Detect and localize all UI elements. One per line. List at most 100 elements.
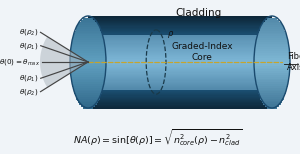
Bar: [88, 92, 272, 94]
Text: Fiber
Axis: Fiber Axis: [287, 52, 300, 72]
Bar: [88, 95, 272, 97]
Bar: [257, 36, 287, 39]
Bar: [254, 73, 290, 76]
Bar: [88, 91, 272, 93]
Bar: [70, 67, 106, 70]
Bar: [88, 71, 272, 73]
Bar: [254, 51, 290, 54]
Bar: [71, 75, 105, 77]
Bar: [88, 102, 272, 104]
Bar: [88, 22, 272, 24]
Bar: [88, 28, 272, 29]
Bar: [256, 84, 288, 87]
Bar: [70, 73, 106, 76]
Bar: [88, 67, 272, 69]
Bar: [88, 28, 272, 29]
Bar: [88, 43, 272, 44]
Bar: [88, 23, 272, 25]
Bar: [88, 52, 272, 54]
Bar: [255, 79, 289, 81]
Bar: [76, 95, 100, 98]
Bar: [78, 23, 98, 26]
Bar: [76, 97, 100, 100]
Bar: [88, 99, 272, 101]
Bar: [254, 60, 290, 63]
Bar: [260, 29, 284, 32]
Bar: [88, 85, 272, 87]
Bar: [255, 77, 289, 79]
Bar: [75, 31, 101, 33]
Bar: [88, 77, 272, 79]
Bar: [76, 29, 100, 32]
Bar: [88, 80, 272, 82]
Bar: [73, 38, 103, 41]
Bar: [80, 22, 97, 24]
Bar: [88, 103, 272, 105]
Bar: [71, 45, 105, 48]
Bar: [256, 40, 288, 43]
Bar: [262, 23, 282, 26]
Bar: [88, 82, 272, 83]
Bar: [73, 86, 103, 89]
Text: $\theta(\rho_1)$: $\theta(\rho_1)$: [19, 41, 39, 51]
Bar: [88, 72, 272, 74]
Bar: [88, 92, 272, 94]
Bar: [88, 68, 272, 70]
Bar: [88, 25, 272, 27]
Bar: [88, 18, 272, 20]
Bar: [256, 80, 289, 83]
Bar: [254, 55, 290, 57]
Bar: [88, 99, 272, 101]
Bar: [88, 79, 272, 81]
Text: $\theta(\rho_2)$: $\theta(\rho_2)$: [19, 87, 38, 97]
Bar: [88, 100, 272, 102]
Bar: [259, 31, 285, 33]
Bar: [88, 17, 272, 19]
Bar: [88, 91, 272, 93]
Bar: [88, 17, 272, 19]
Bar: [88, 107, 272, 109]
Bar: [88, 84, 272, 86]
Bar: [88, 73, 272, 75]
Bar: [71, 49, 105, 52]
Bar: [88, 22, 272, 24]
Bar: [88, 16, 272, 18]
Bar: [88, 102, 272, 104]
Bar: [260, 95, 284, 98]
Bar: [70, 60, 106, 63]
Bar: [265, 20, 279, 22]
Bar: [88, 29, 272, 31]
Bar: [88, 16, 272, 18]
Bar: [88, 105, 272, 107]
Bar: [88, 24, 272, 26]
Bar: [88, 21, 272, 22]
Bar: [88, 53, 272, 55]
Bar: [88, 59, 272, 61]
Bar: [88, 61, 272, 63]
Bar: [258, 90, 286, 92]
Bar: [88, 103, 272, 105]
Bar: [88, 98, 272, 100]
Bar: [255, 75, 289, 77]
Bar: [255, 49, 289, 52]
Bar: [70, 66, 106, 68]
Bar: [70, 58, 106, 61]
Bar: [88, 54, 272, 56]
Bar: [88, 19, 272, 21]
Bar: [72, 84, 104, 87]
Bar: [88, 95, 272, 97]
Bar: [88, 94, 272, 96]
Bar: [88, 97, 272, 98]
Bar: [88, 39, 272, 41]
Bar: [72, 40, 104, 43]
Bar: [258, 34, 286, 37]
Bar: [88, 90, 272, 91]
Bar: [88, 19, 272, 21]
Bar: [254, 53, 290, 55]
Bar: [70, 62, 106, 65]
Bar: [71, 47, 105, 50]
Bar: [88, 56, 272, 58]
Text: $\theta(\rho_1)$: $\theta(\rho_1)$: [19, 73, 39, 83]
Bar: [88, 101, 272, 103]
Bar: [255, 45, 289, 48]
